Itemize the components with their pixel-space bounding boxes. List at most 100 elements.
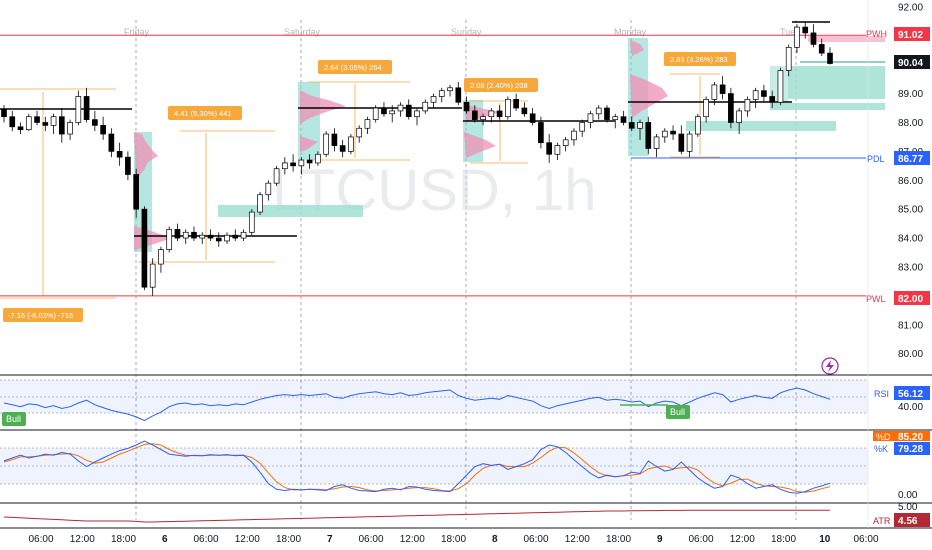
candle-86 — [711, 82, 718, 106]
candle-26 — [215, 232, 222, 247]
rsi-level-40: 40.00 — [898, 402, 923, 413]
candle-97 — [802, 21, 809, 39]
last-price-tag: 90.04 — [894, 55, 930, 69]
candle-35 — [290, 154, 296, 172]
candle-34 — [282, 157, 288, 175]
pwl-tag: PWL 82.00 — [866, 291, 930, 305]
candle-54 — [447, 84, 453, 97]
candle-6 — [50, 113, 57, 135]
candle-57 — [471, 105, 478, 123]
candle-53 — [438, 87, 445, 103]
candle-18 — [149, 258, 156, 296]
candle-37 — [306, 154, 313, 169]
atr-level-5: 5.00 — [898, 502, 918, 513]
candle-13 — [108, 128, 115, 158]
price-tick-10: 81.00 — [898, 320, 923, 331]
stoch-d-line — [3, 443, 831, 493]
candle-84 — [695, 113, 701, 137]
time-tick-0: 06:00 — [28, 534, 53, 545]
stoch-k-line — [3, 440, 831, 494]
candle-29 — [240, 229, 247, 241]
measure-box-3-text: 2.64 (3.05%) 264 — [324, 63, 382, 72]
time-tick-19: 10 — [819, 534, 831, 545]
rsi-line — [3, 387, 831, 422]
candle-92 — [761, 84, 767, 103]
stoch-k-label: %K — [874, 444, 888, 454]
time-tick-10: 18:00 — [441, 534, 466, 545]
measure-box-1: -7.16 (-8.03%) -716 — [3, 308, 83, 322]
candle-81 — [670, 125, 676, 140]
candle-56 — [463, 96, 470, 114]
time-tick-8: 06:00 — [358, 534, 383, 545]
atr-pane — [3, 509, 830, 523]
candle-0 — [1, 105, 7, 123]
candle-30 — [248, 209, 255, 236]
candle-68 — [562, 136, 569, 152]
candle-91 — [752, 87, 759, 109]
time-axis[interactable]: 06:00 12:00 18:00 6 06:00 12:00 18:00 7 06:00 12:… — [28, 534, 878, 545]
candle-8 — [67, 119, 73, 140]
atr-tag: ATR 4.56 — [873, 513, 930, 527]
candle-33 — [273, 165, 280, 187]
candle-39 — [323, 131, 329, 158]
stoch-d-tag: %D 85.20 — [873, 431, 930, 443]
candle-17 — [141, 206, 148, 291]
candle-72 — [595, 105, 602, 120]
candle-15 — [125, 151, 131, 181]
candle-23 — [191, 226, 197, 241]
measure-box-2-text: 4.41 (5.30%) 441 — [174, 109, 232, 118]
candle-5 — [42, 116, 49, 132]
candle-2 — [17, 122, 24, 135]
stoch-k-value: 79.28 — [898, 444, 923, 455]
candle-75 — [620, 110, 627, 126]
measure-box-5-text: 2.83 (3.26%) 283 — [670, 55, 728, 64]
fvg-zones — [218, 36, 885, 217]
candle-52 — [430, 93, 437, 109]
price-tick-0: 92.00 — [898, 2, 923, 13]
candle-27 — [224, 232, 230, 244]
candle-63 — [521, 102, 528, 117]
last-price-value: 90.04 — [898, 58, 923, 69]
time-tick-6: 18:00 — [276, 534, 301, 545]
bull-badge-2-text: Bull — [670, 407, 685, 417]
day-label-sunday: Sunday — [451, 27, 482, 37]
pdl-value: 86.77 — [898, 154, 923, 165]
candle-50 — [414, 108, 420, 126]
candle-66 — [546, 134, 552, 163]
candle-48 — [397, 102, 404, 117]
candle-95 — [785, 44, 792, 77]
candle-74 — [612, 113, 619, 129]
candle-10 — [83, 87, 90, 123]
day-label-tuesday: Tue — [780, 27, 795, 37]
candle-69 — [571, 128, 577, 146]
measure-lines — [0, 73, 720, 299]
stoch-pane — [0, 440, 868, 494]
candle-100 — [827, 47, 833, 65]
day-label-monday: Monday — [614, 27, 647, 37]
candle-4 — [34, 110, 40, 126]
candle-31 — [257, 191, 263, 215]
candle-62 — [513, 93, 519, 111]
lightning-icon[interactable] — [821, 357, 839, 375]
rsi-value: 56.12 — [898, 389, 923, 400]
pwh-value: 91.02 — [898, 30, 923, 41]
key-levels — [0, 34, 866, 297]
rsi-pane — [0, 379, 868, 422]
time-tick-9: 12:00 — [400, 534, 425, 545]
measure-box-3: 2.64 (3.05%) 264 — [318, 60, 392, 74]
candle-44 — [364, 116, 371, 135]
candle-43 — [356, 125, 363, 143]
candle-60 — [496, 105, 503, 120]
candle-64 — [529, 108, 536, 126]
rsi-tag: RSI 56.12 — [874, 386, 930, 400]
candle-82 — [678, 125, 685, 155]
price-tick-2: 89.00 — [898, 89, 923, 100]
candle-9 — [75, 90, 82, 126]
candle-80 — [661, 128, 668, 143]
candle-73 — [604, 105, 610, 123]
price-tick-8: 83.00 — [898, 262, 923, 273]
time-tick-5: 12:00 — [235, 534, 260, 545]
pwl-value: 82.00 — [898, 294, 923, 305]
pwl-label: PWL — [866, 294, 886, 304]
